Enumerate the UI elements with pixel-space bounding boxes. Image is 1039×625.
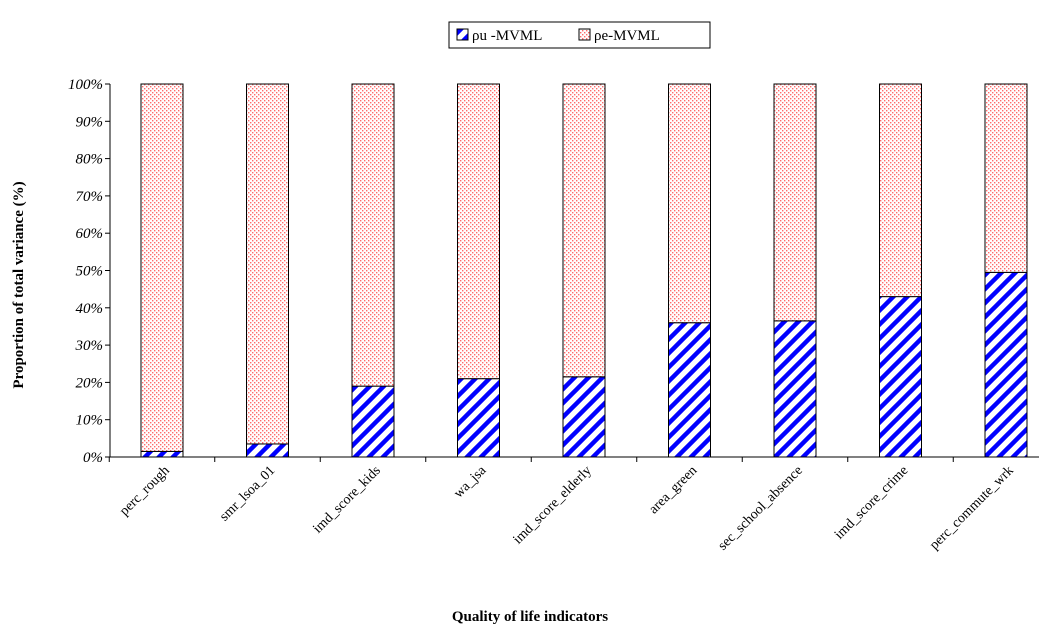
x-axis: perc_rough smr_lsoa_01 imd_score_kids wa_js… bbox=[108, 456, 1039, 554]
x-tick-label: perc_rough bbox=[117, 463, 173, 519]
bar-segment-series-1 bbox=[246, 443, 289, 458]
bar-segment-series-2 bbox=[140, 83, 184, 452]
x-tick-label: imd_score_crime bbox=[832, 463, 911, 542]
x-tick-label: smr_lsoa_01 bbox=[217, 463, 278, 524]
bar-segment-series-1 bbox=[562, 376, 606, 458]
legend-label-series-2: ρe-MVML bbox=[594, 28, 660, 44]
y-tick-label: 60% bbox=[76, 226, 104, 242]
bar-segment-series-1 bbox=[140, 450, 184, 458]
legend: ρu -MVML ρe-MVML bbox=[448, 21, 711, 49]
legend-swatch-series-2 bbox=[578, 28, 591, 41]
y-tick-label: 100% bbox=[68, 77, 103, 93]
y-axis-title: Proportion of total variance (%) bbox=[11, 181, 27, 388]
y-tick-label: 70% bbox=[76, 189, 104, 205]
x-tick-label: perc_commute_wrk bbox=[927, 463, 1017, 553]
bar-segment-series-2 bbox=[984, 83, 1028, 273]
bar-segment-series-1 bbox=[457, 378, 500, 458]
x-tick-label: wa_jsa bbox=[451, 463, 490, 502]
x-tick-label: imd_score_kids bbox=[311, 463, 384, 536]
y-tick-label: 90% bbox=[76, 114, 104, 130]
y-tick-label: 50% bbox=[76, 264, 104, 280]
y-tick-label: 0% bbox=[83, 450, 103, 466]
x-tick-label: imd_score_elderly bbox=[511, 463, 595, 547]
bar-segment-series-2 bbox=[351, 83, 395, 387]
y-tick-label: 80% bbox=[76, 152, 104, 168]
x-axis-title: Quality of life indicators bbox=[452, 609, 608, 625]
bar-segment-series-2 bbox=[457, 83, 500, 380]
bar-segment-series-1 bbox=[879, 296, 922, 458]
y-tick-label: 10% bbox=[76, 413, 104, 429]
y-tick-label: 20% bbox=[76, 375, 104, 391]
bar-segment-series-1 bbox=[351, 385, 395, 458]
bar-segment-series-2 bbox=[246, 83, 289, 445]
bar-segment-series-1 bbox=[773, 320, 817, 458]
y-axis: 0% 10% 20% 30% 40% 50% 60% 70% 80% 90% 100% bbox=[68, 77, 111, 466]
x-tick-label: area_green bbox=[646, 463, 700, 517]
bar-segment-series-2 bbox=[879, 83, 922, 298]
y-tick-label: 40% bbox=[76, 301, 104, 317]
bars bbox=[140, 83, 1028, 458]
legend-label-series-1: ρu -MVML bbox=[472, 28, 542, 44]
bar-segment-series-2 bbox=[668, 83, 711, 324]
legend-swatch-series-1 bbox=[456, 28, 469, 41]
bar-segment-series-1 bbox=[984, 271, 1028, 458]
x-tick-label: sec_school_absence bbox=[716, 463, 806, 553]
y-tick-label: 30% bbox=[75, 338, 104, 354]
bar-segment-series-2 bbox=[773, 83, 817, 322]
bar-segment-series-2 bbox=[562, 83, 606, 378]
bar-segment-series-1 bbox=[668, 322, 711, 458]
